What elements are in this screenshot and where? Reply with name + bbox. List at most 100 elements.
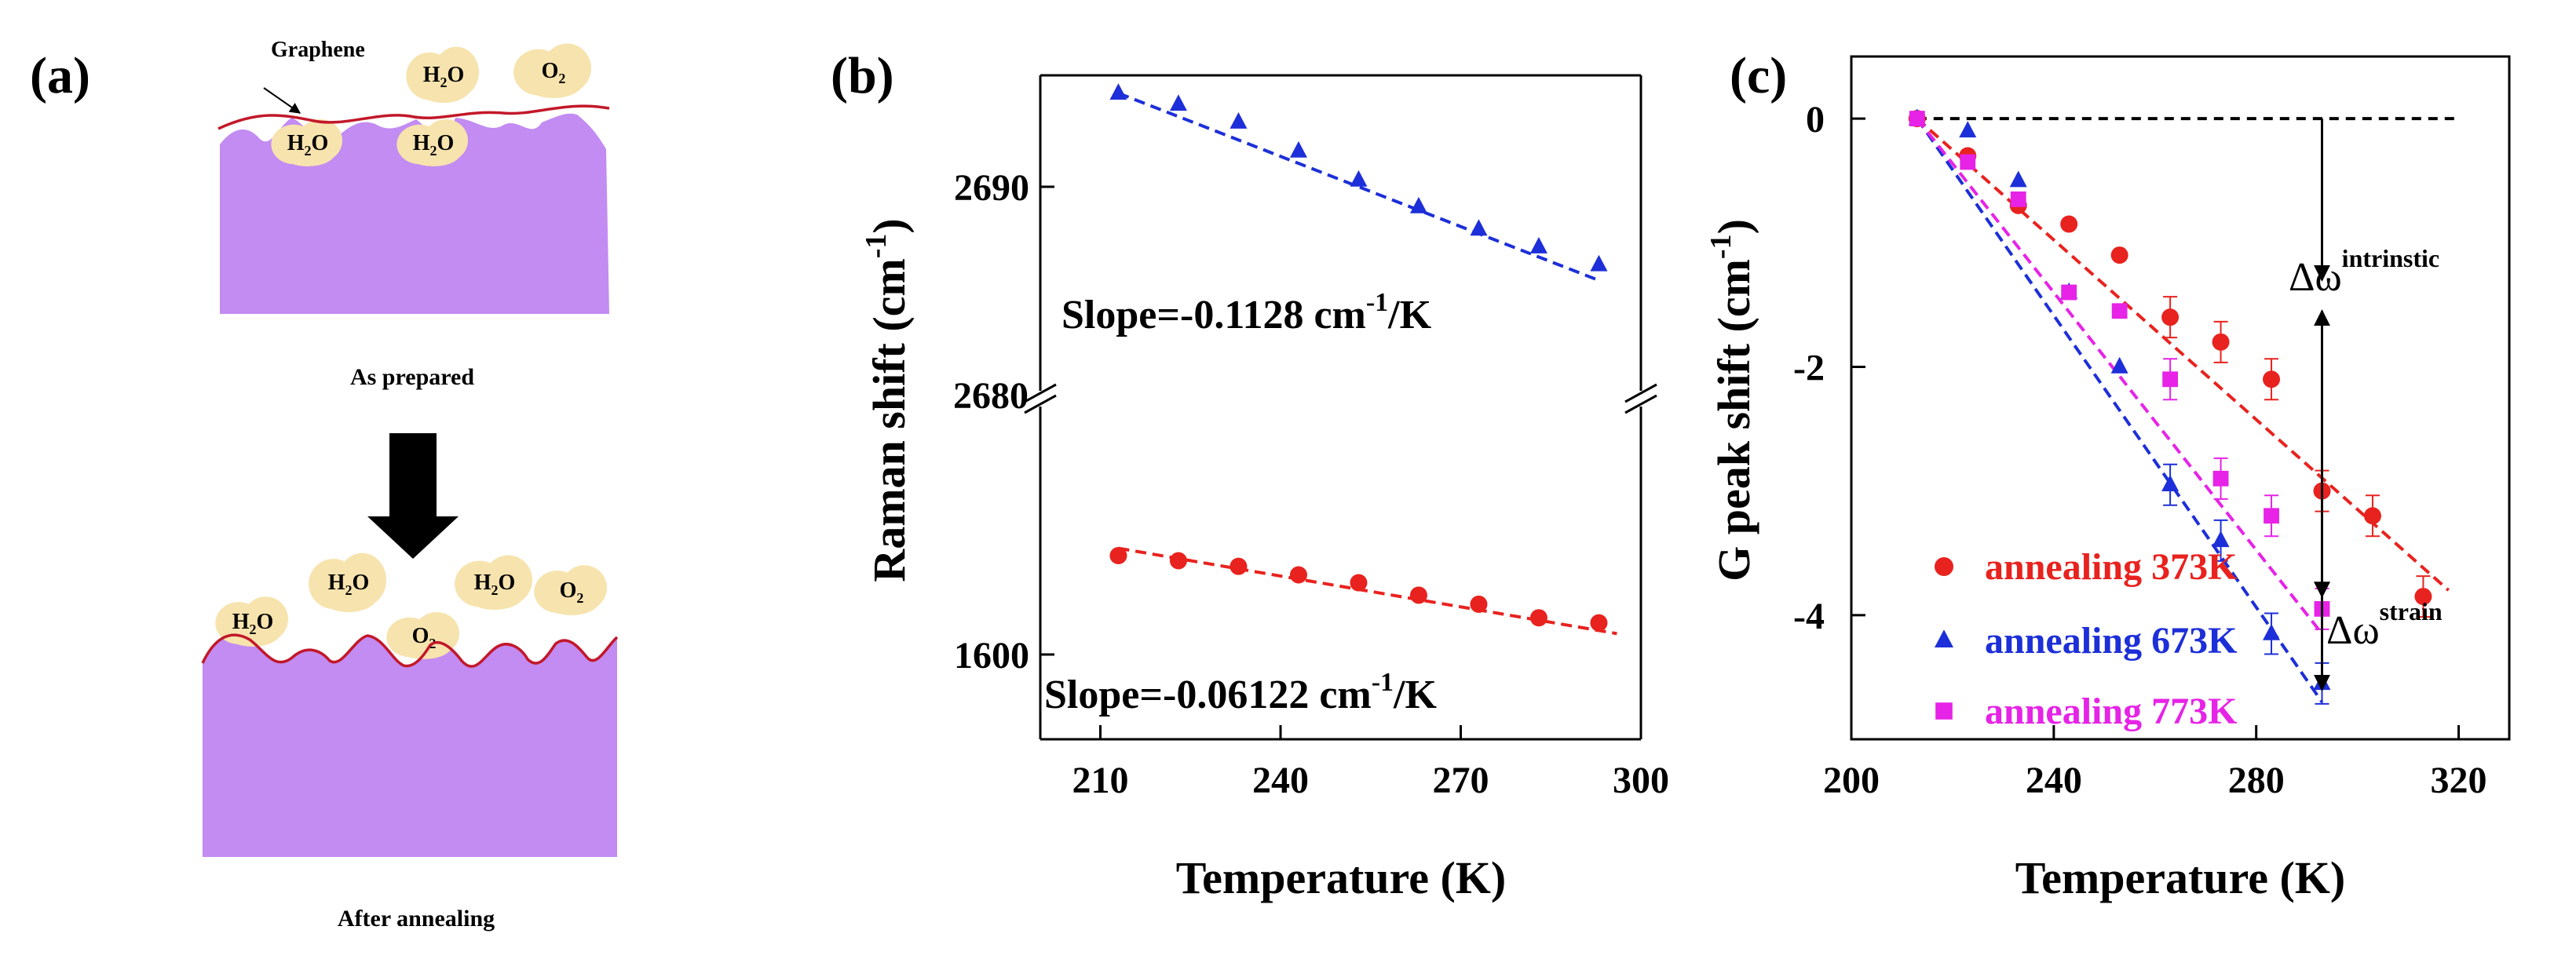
b-fit-line-2D [1117, 91, 1600, 283]
c-ytick-label: -2 [1793, 347, 1825, 388]
process-arrow [367, 433, 459, 559]
b-point-G [1409, 586, 1427, 604]
c-point-annealing 773K [2162, 371, 2179, 388]
c-point-annealing 373K [2060, 215, 2078, 233]
b-xtick-label: 270 [1433, 760, 1489, 801]
b-ytick-label: 2690 [954, 167, 1029, 209]
molecule-top-0: H2O [406, 46, 479, 103]
c-legend-label: annealing 773K [1985, 691, 2237, 732]
c-fit-line-annealing 373K [1916, 117, 2450, 592]
b-x-axis-title: Temperature (K) [1176, 852, 1506, 903]
panel-c-chart: (c) 200 240 280 320 0 -2 -4 Δωintrinstic Δωstr… [1705, 47, 2511, 903]
molecule-top-1-label: O2 [542, 59, 566, 86]
c-legend-label: annealing 673K [1985, 620, 2237, 662]
molecule-bottom-0: H2O [215, 596, 289, 647]
molecule-top-0-label: H2O [423, 63, 465, 90]
c-y-axis-title: G peak shift (cm-1) [1705, 219, 1759, 582]
c-delta-intrinsic: Δωintrinstic [2289, 244, 2439, 300]
caption-after-annealing: After annealing [338, 906, 495, 932]
b-point-2D [1109, 83, 1127, 100]
c-legend-marker-annealing 773K [1935, 702, 1953, 720]
c-point-annealing 673K [2009, 170, 2027, 188]
c-point-annealing 773K [2264, 508, 2279, 524]
c-xtick-label: 320 [2431, 760, 2487, 801]
b-slope-2d: Slope=-0.1128 cm-1/K [1061, 288, 1432, 337]
c-point-annealing 673K [1959, 121, 1977, 138]
c-point-annealing 673K [2110, 356, 2128, 374]
c-x-axis-title: Temperature (K) [2015, 852, 2345, 903]
b-point-G [1529, 609, 1547, 627]
substrate-after-annealing [203, 635, 617, 857]
b-point-G [1590, 614, 1608, 632]
b-point-2D [1230, 111, 1248, 129]
c-legend-marker-annealing 673K [1935, 629, 1953, 647]
molecule-top-3: H2O [396, 119, 469, 166]
c-delta-strain: Δωstrain [2326, 597, 2443, 653]
b-axis-break-left [1024, 383, 1057, 414]
panel-a-schematic: (a) H2O O2 H2O H2O Graphene As prepared H2O… [30, 38, 619, 932]
c-point-annealing 373K [2363, 507, 2381, 525]
molecule-bottom-3: H2O [455, 555, 533, 610]
graphene-sheet-bottom [201, 633, 619, 668]
molecule-bottom-3-label: H2O [474, 571, 516, 598]
b-xtick-label: 300 [1613, 760, 1669, 801]
b-xtick-label: 240 [1252, 760, 1309, 801]
c-xtick-label: 240 [2026, 760, 2082, 801]
caption-as-prepared: As prepared [350, 364, 474, 390]
molecule-bottom-1: H2O [309, 552, 386, 612]
graphene-label: Graphene [271, 38, 365, 62]
c-fit-line-annealing 673K [1916, 117, 2324, 703]
b-point-2D [1470, 219, 1488, 236]
molecule-top-2-label: H2O [287, 131, 329, 159]
molecule-bottom-4: O2 [534, 565, 607, 615]
b-point-G [1470, 595, 1488, 613]
molecule-bottom-4-label: O2 [560, 578, 584, 606]
c-xtick-label: 280 [2228, 760, 2285, 801]
c-point-annealing 773K [1960, 154, 1976, 170]
c-point-annealing 673K [2161, 475, 2180, 491]
molecule-bottom-1-label: H2O [328, 571, 370, 598]
c-ytick-label: 0 [1806, 99, 1825, 140]
b-fit-lines [1117, 91, 1617, 636]
b-y-axis-title: Raman shift (cm-1) [860, 218, 915, 582]
panel-b-chart: (b) 2680 210 240 270 300 2690 1600 Slope=-0.1… [831, 47, 1669, 903]
c-data-points [1908, 108, 2432, 705]
b-point-2D [1529, 237, 1547, 253]
b-point-2D [1590, 254, 1608, 272]
molecule-bottom-2: O2 [386, 612, 459, 659]
c-point-annealing 373K [2414, 588, 2432, 606]
b-break-tick-label: 2680 [953, 375, 1029, 417]
b-point-G [1350, 574, 1368, 592]
c-fit-lines [1916, 117, 2459, 703]
c-point-annealing 373K [2263, 370, 2281, 388]
c-fit-line-annealing 773K [1916, 117, 2324, 635]
b-ticks: 210 240 270 300 2690 1600 [954, 167, 1669, 801]
b-xtick-label: 210 [1072, 760, 1129, 801]
c-point-annealing 373K [2161, 308, 2180, 326]
molecules-bottom: H2O H2O O2 H2O O2 [215, 552, 607, 659]
b-point-2D [1169, 94, 1187, 111]
c-legend-marker-annealing 373K [1935, 557, 1953, 576]
c-point-annealing 373K [2212, 333, 2230, 351]
b-slope-g: Slope=-0.06122 cm-1/K [1044, 668, 1437, 717]
b-data-points [1109, 83, 1608, 632]
c-point-annealing 773K [2212, 470, 2229, 487]
graphene-sheet-top [217, 104, 610, 130]
c-point-annealing 773K [1909, 111, 1925, 126]
c-point-annealing 773K [2111, 303, 2128, 319]
b-point-G [1109, 547, 1127, 564]
c-point-annealing 773K [2010, 191, 2026, 207]
b-ytick-label: 1600 [954, 635, 1029, 676]
b-point-G [1169, 552, 1187, 570]
b-point-G [1230, 557, 1248, 575]
c-plot-frame [1850, 55, 2511, 741]
b-point-2D [1350, 170, 1368, 187]
c-ticks: 200 240 280 320 0 -2 -4 [1793, 99, 2487, 801]
b-point-2D [1289, 140, 1307, 158]
b-point-G [1289, 566, 1307, 584]
panel-a-label: (a) [30, 47, 90, 104]
molecule-top-2: H2O [271, 119, 342, 166]
panel-c-label: (c) [1730, 47, 1787, 104]
c-point-annealing 673K [2212, 531, 2230, 548]
